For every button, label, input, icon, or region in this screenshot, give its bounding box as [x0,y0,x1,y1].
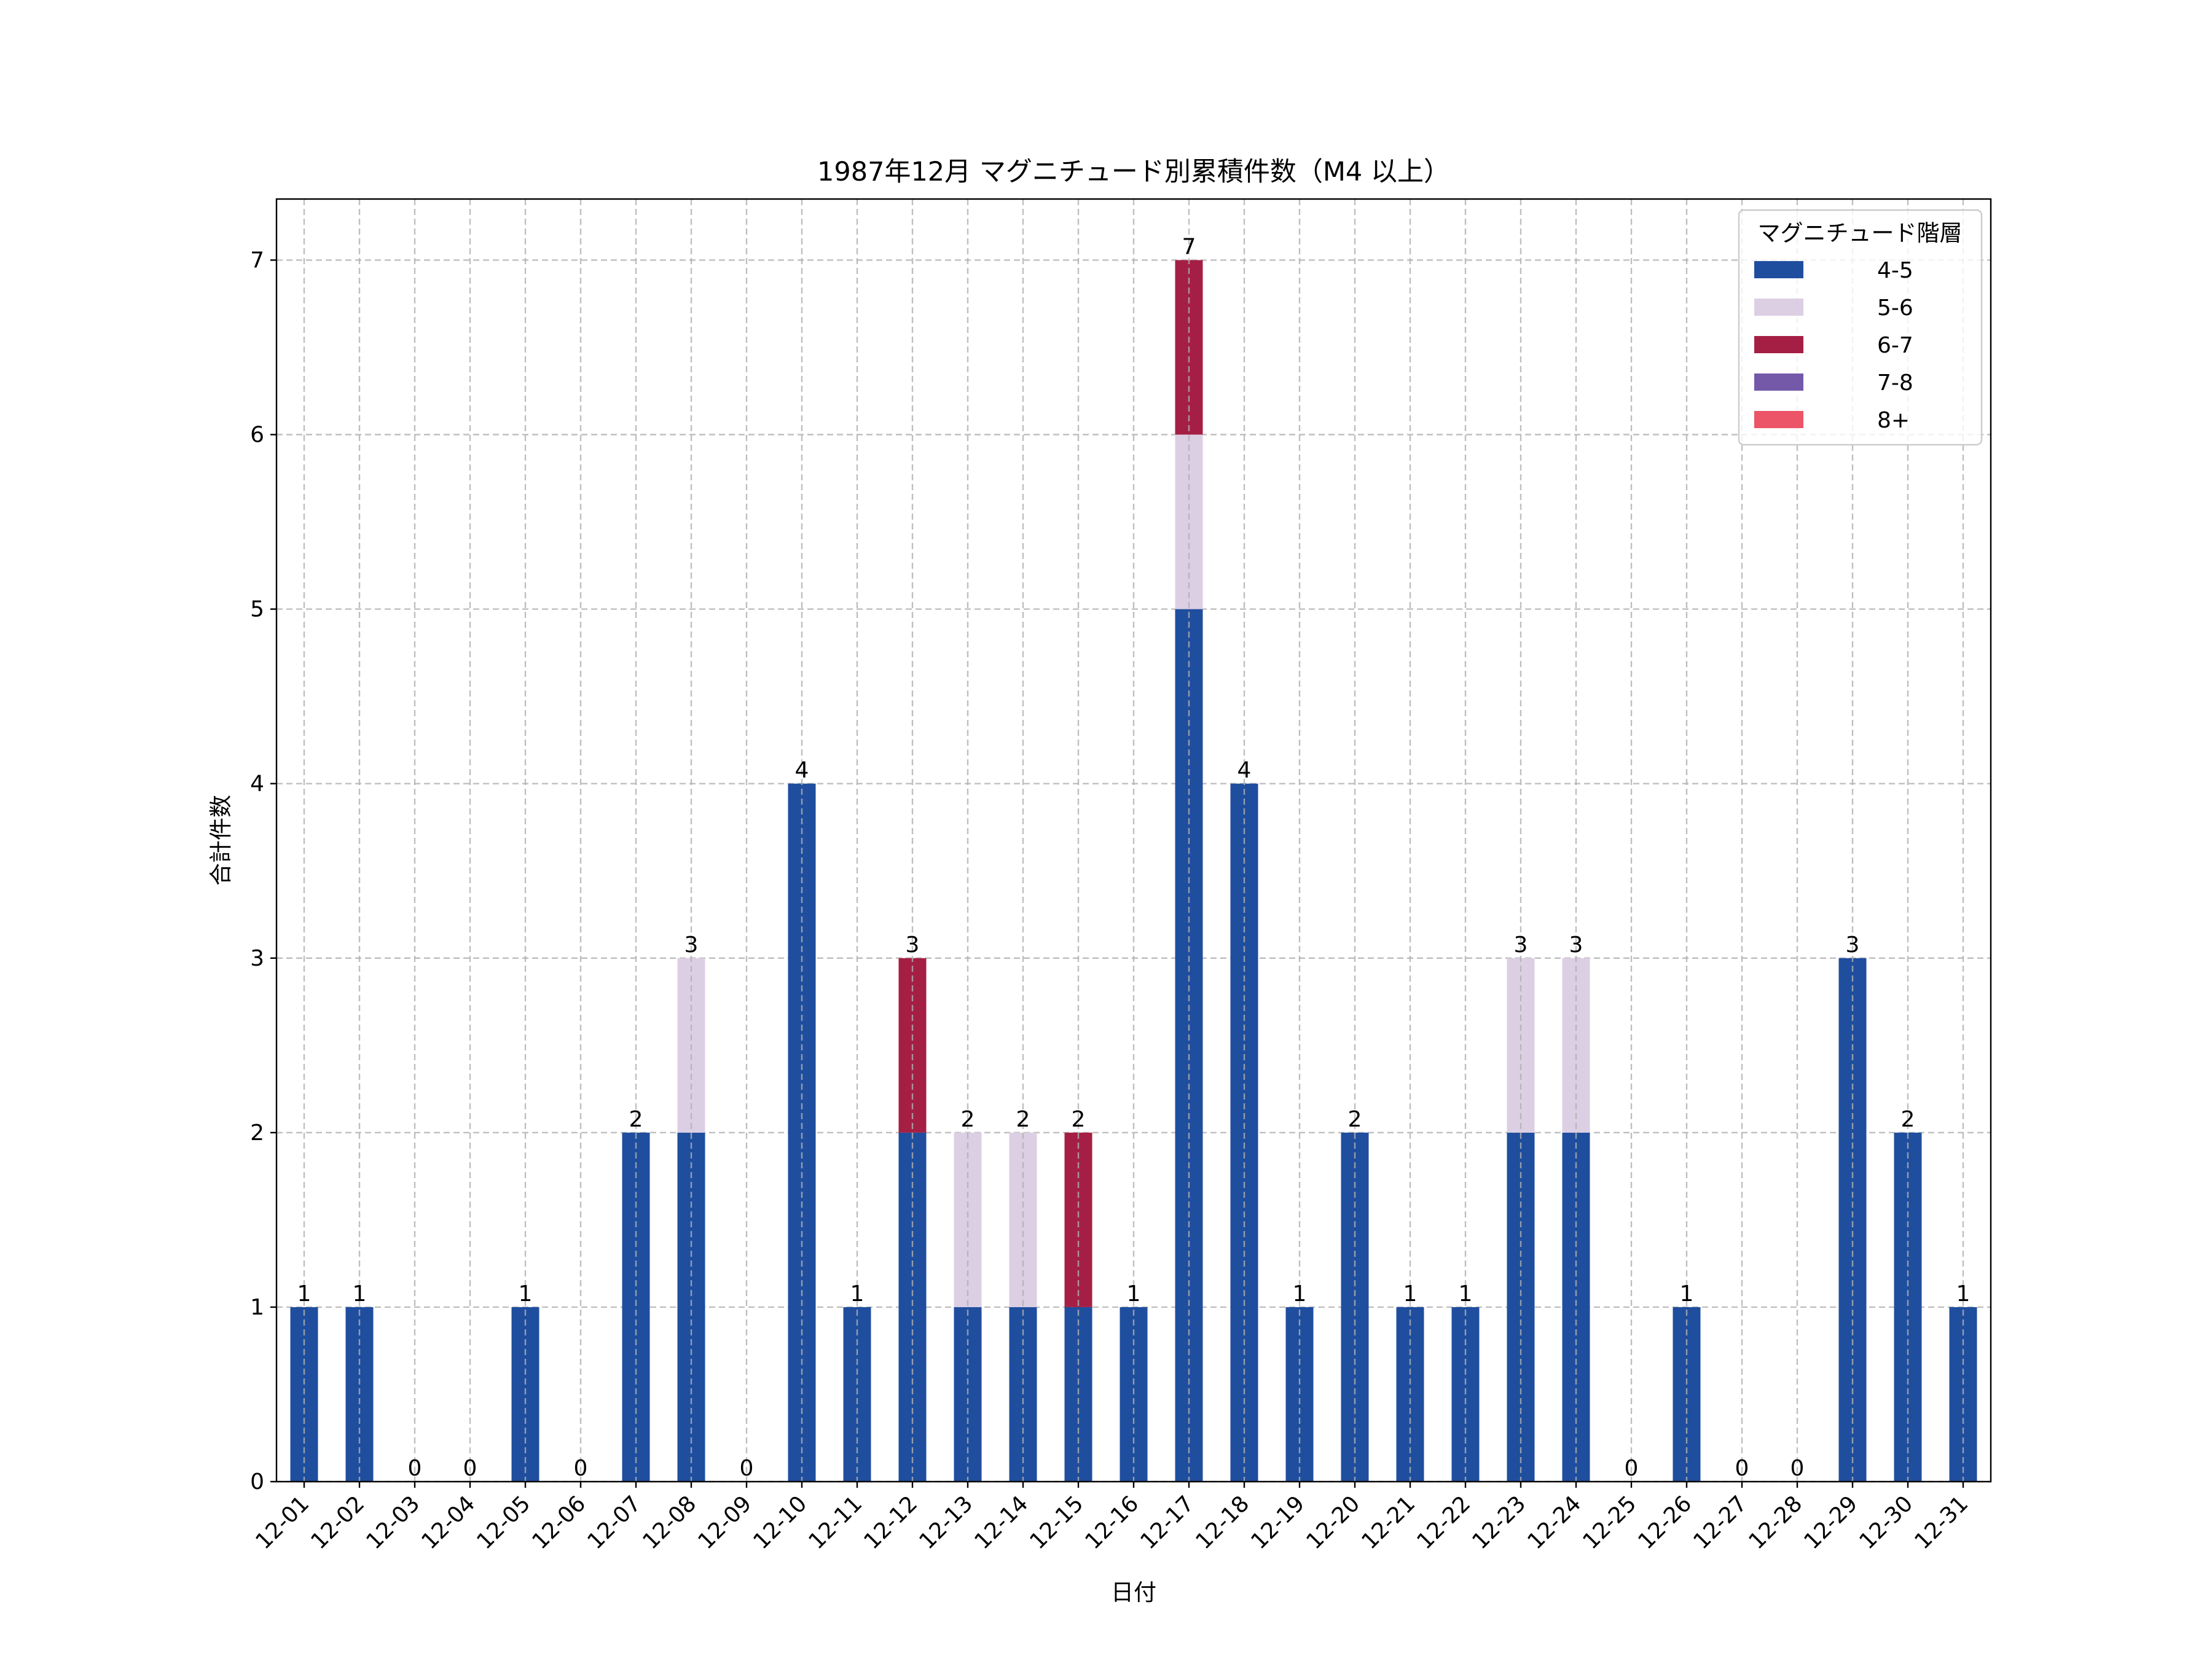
y-tick-label: 2 [250,1120,264,1146]
chart-title: 1987年12月 マグニチュード別累積件数（M4 以上） [817,157,1450,187]
y-tick-label: 4 [250,772,264,797]
x-tick-label: 12-14 [970,1491,1033,1554]
legend-swatch [1754,299,1803,316]
legend: マグニチュード階層 4-5 5-6 6-7 7-8 8+ [1738,209,1983,446]
x-tick-label: 12-02 [306,1491,369,1554]
bar-total-label: 1 [850,1281,865,1307]
bar-total-label: 3 [1514,932,1528,958]
x-tick-label: 12-17 [1135,1491,1199,1554]
x-tick-label: 12-23 [1467,1491,1531,1554]
bar-total-label: 1 [353,1281,367,1307]
bar-total-label: 2 [629,1107,643,1132]
x-tick-label: 12-25 [1578,1491,1641,1554]
y-tick-label: 7 [250,248,264,273]
bar-total-label: 0 [574,1456,588,1481]
bar-labels: 1 1 0 0 1 0 2 3 0 4 1 3 2 2 2 1 7 4 1 2 1 1 3 3 0 1 0 0 3 2 1 [297,234,1971,1481]
legend-label: 7-8 [1877,370,1913,396]
x-tick-label: 12-30 [1854,1491,1918,1554]
y-axis-title: 合計件数 [208,795,234,886]
bar-total-label: 2 [1072,1107,1086,1132]
x-tick-label: 12-19 [1246,1491,1309,1554]
bar-total-label: 1 [1680,1281,1694,1307]
bar-total-label: 1 [1459,1281,1473,1307]
bar-total-label: 1 [297,1281,312,1307]
x-tick-label: 12-01 [251,1491,314,1554]
y-tick-label: 3 [250,946,264,971]
bar-total-label: 4 [1237,758,1252,783]
y-tick-label: 6 [250,423,264,448]
x-tick-label: 12-20 [1301,1491,1365,1554]
bar-segment-5-6 [1175,434,1203,609]
x-tick-label: 12-31 [1910,1491,1973,1554]
legend-label: 4-5 [1877,258,1913,283]
x-tick-label: 12-16 [1080,1491,1143,1554]
bar-total-label: 2 [1348,1107,1362,1132]
y-tick-label: 0 [250,1469,264,1495]
legend-swatch [1754,373,1803,391]
bar-total-label: 3 [684,932,699,958]
x-tick-label: 12-04 [417,1491,480,1554]
legend-label: 6-7 [1877,333,1913,358]
ticks: 0123456712-0112-0212-0312-0412-0512-0612… [250,248,1973,1554]
x-tick-label: 12-22 [1412,1491,1475,1554]
legend-label: 8+ [1877,408,1910,433]
x-tick-label: 12-27 [1688,1491,1752,1554]
bar-total-label: 7 [1182,234,1196,259]
bar-total-label: 1 [1403,1281,1418,1307]
x-tick-label: 12-06 [527,1491,590,1554]
bar-total-label: 2 [1016,1107,1030,1132]
vertical-grid [303,199,1964,1482]
y-tick-label: 1 [250,1295,264,1320]
x-tick-label: 12-18 [1191,1491,1254,1554]
bar-total-label: 0 [1625,1456,1639,1481]
x-tick-label: 12-03 [361,1491,425,1554]
legend-label: 5-6 [1877,295,1913,321]
x-tick-label: 12-28 [1744,1491,1807,1554]
bar-total-label: 1 [519,1281,533,1307]
bar-total-label: 1 [1956,1281,1971,1307]
bar-segment-6-7 [1064,1132,1092,1307]
legend-swatch [1754,411,1803,428]
x-tick-label: 12-08 [638,1491,701,1554]
bar-total-label: 3 [906,932,920,958]
legend-title: マグニチュード階層 [1758,220,1963,246]
bar-total-label: 2 [961,1107,975,1132]
bar-total-label: 0 [463,1456,477,1481]
x-tick-label: 12-21 [1357,1491,1420,1554]
x-tick-label: 12-29 [1799,1491,1862,1554]
x-tick-label: 12-05 [472,1491,535,1554]
bar-total-label: 0 [1735,1456,1749,1481]
x-tick-label: 12-07 [582,1491,646,1554]
x-tick-label: 12-13 [914,1491,978,1554]
y-tick-label: 5 [250,597,264,622]
bar-total-label: 3 [1569,932,1583,958]
bar-segment-5-6 [1009,1132,1037,1307]
legend-swatch [1754,336,1803,353]
x-axis-title: 日付 [1111,1579,1156,1606]
bar-total-label: 0 [408,1456,422,1481]
x-tick-label: 12-11 [804,1491,867,1554]
bar-total-label: 3 [1846,932,1860,958]
bar-segment-5-6 [954,1132,982,1307]
legend-items: 4-5 5-6 6-7 7-8 8+ [1754,258,1913,433]
x-tick-label: 12-10 [748,1491,812,1554]
bar-total-label: 1 [1293,1281,1307,1307]
x-tick-label: 12-09 [693,1491,756,1554]
bar-total-label: 0 [1790,1456,1805,1481]
bar-total-label: 4 [795,758,809,783]
x-tick-label: 12-12 [859,1491,922,1554]
x-tick-label: 12-15 [1025,1491,1088,1554]
x-tick-label: 12-26 [1633,1491,1696,1554]
bar-total-label: 1 [1127,1281,1141,1307]
legend-swatch [1754,261,1803,278]
bar-total-label: 2 [1901,1107,1915,1132]
x-tick-label: 12-24 [1523,1491,1586,1554]
bar-total-label: 0 [740,1456,754,1481]
